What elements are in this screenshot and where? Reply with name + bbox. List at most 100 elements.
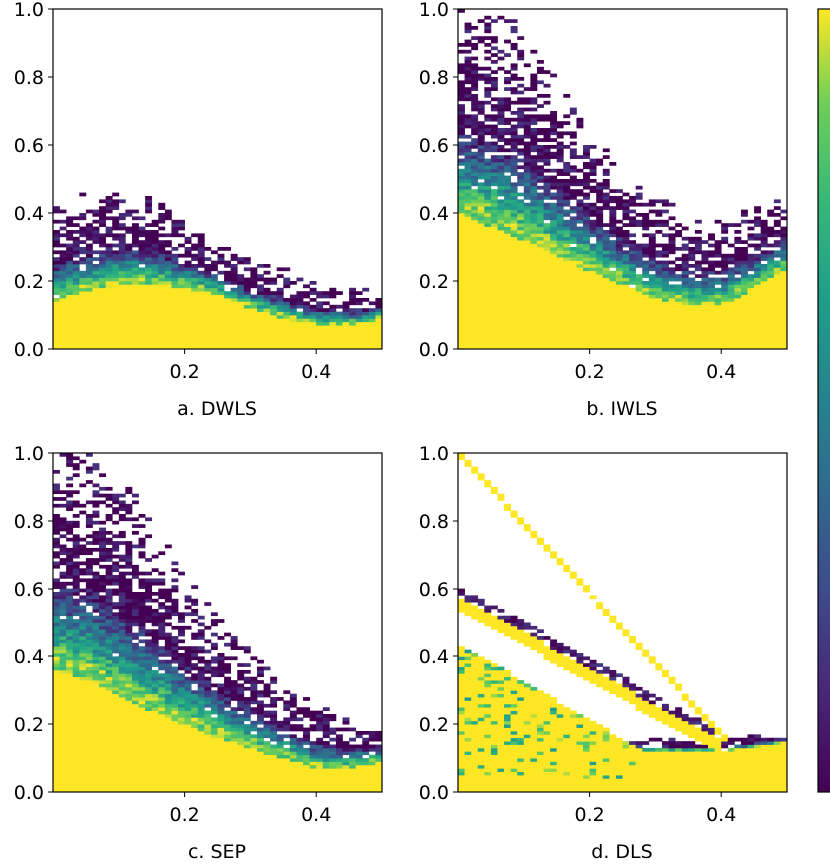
heatmap-cell: [112, 493, 120, 498]
heatmap-cell: [316, 318, 324, 323]
heatmap-cell: [471, 104, 479, 108]
heatmap-cell: [224, 304, 232, 309]
heatmap-cell: [780, 287, 788, 292]
heatmap-cell: [112, 622, 120, 627]
heatmap-cell: [780, 298, 788, 302]
heatmap-cell: [523, 247, 531, 251]
heatmap-cell: [72, 335, 80, 340]
heatmap-cell: [497, 175, 505, 180]
heatmap-cell: [615, 243, 623, 248]
heatmap-cell: [497, 223, 505, 227]
heatmap-cell: [92, 690, 100, 695]
heatmap-cell: [303, 301, 310, 306]
heatmap-cell: [642, 294, 650, 299]
heatmap-cell: [536, 223, 544, 227]
heatmap-cell: [250, 338, 258, 343]
heatmap-cell: [178, 338, 185, 343]
heatmap-cell: [53, 270, 60, 275]
heatmap-cell: [72, 581, 80, 586]
heatmap-cell: [517, 342, 525, 346]
heatmap-cell: [767, 328, 775, 333]
heatmap-cell: [661, 260, 669, 265]
heatmap-cell: [655, 321, 663, 326]
heatmap-cell: [85, 466, 93, 471]
heatmap-cell: [497, 338, 505, 343]
heatmap-cell: [79, 649, 87, 654]
heatmap-cell: [79, 287, 87, 292]
heatmap-cell: [773, 213, 781, 217]
heatmap-cell: [484, 274, 492, 278]
heatmap-cell: [79, 274, 87, 278]
heatmap-cell: [760, 270, 768, 275]
heatmap-cell: [210, 321, 218, 326]
heatmap-cell: [53, 524, 60, 528]
heatmap-cell: [145, 585, 153, 589]
heatmap-cell: [517, 301, 525, 306]
heatmap-cell: [59, 547, 67, 552]
heatmap-cell: [773, 345, 781, 350]
heatmap-cell: [602, 287, 610, 292]
heatmap-cell: [85, 720, 93, 725]
heatmap-cell: [701, 294, 709, 299]
heatmap-cell: [675, 321, 683, 326]
heatmap-cell: [615, 257, 623, 261]
heatmap-cell: [688, 257, 696, 261]
heatmap-cell: [125, 257, 133, 261]
heatmap-cell: [105, 497, 113, 501]
heatmap-cell: [349, 301, 357, 306]
heatmap-cell: [583, 247, 590, 251]
heatmap-cell: [504, 223, 511, 227]
heatmap-cell: [556, 148, 564, 153]
heatmap-cell: [694, 325, 702, 329]
heatmap-cell: [105, 707, 113, 711]
heatmap-cell: [138, 301, 146, 306]
heatmap-cell: [59, 775, 67, 779]
heatmap-cell: [99, 727, 106, 732]
heatmap-cell: [602, 328, 610, 333]
heatmap-cell: [563, 311, 571, 316]
heatmap-cell: [125, 666, 133, 671]
heatmap-cell: [59, 209, 67, 214]
heatmap-cell: [118, 325, 126, 329]
heatmap-cell: [556, 267, 564, 272]
heatmap-cell: [66, 629, 74, 634]
heatmap-cell: [622, 304, 630, 309]
heatmap-cell: [145, 764, 153, 769]
heatmap-cell: [484, 243, 492, 248]
heatmap-cell: [85, 747, 93, 752]
heatmap-cell: [85, 561, 93, 566]
heatmap-cell: [767, 250, 775, 255]
heatmap-cell: [349, 332, 357, 336]
heatmap-cell: [322, 335, 330, 340]
heatmap-cell: [708, 298, 715, 302]
heatmap-cell: [270, 328, 278, 333]
heatmap-cell: [556, 145, 564, 149]
heatmap-cell: [484, 189, 492, 193]
heatmap-cell: [471, 332, 479, 336]
heatmap-cell: [53, 284, 60, 289]
heatmap-cell: [701, 260, 709, 265]
heatmap-cell: [138, 328, 146, 333]
heatmap-cell: [740, 213, 748, 217]
heatmap-cell: [471, 192, 479, 197]
heatmap-cell: [125, 503, 133, 508]
heatmap-cell: [210, 304, 218, 309]
heatmap-cell: [99, 649, 106, 654]
heatmap-cell: [602, 315, 610, 319]
heatmap-cell: [642, 250, 650, 255]
heatmap-cell: [760, 338, 768, 343]
heatmap-cell: [92, 785, 100, 789]
heatmap-cell: [661, 301, 669, 306]
heatmap-cell: [543, 185, 551, 190]
heatmap-cell: [145, 311, 153, 316]
heatmap-cell: [596, 291, 604, 295]
heatmap-cell: [151, 257, 159, 261]
heatmap-cell: [289, 335, 297, 340]
heatmap-cell: [543, 213, 551, 217]
heatmap-cell: [112, 632, 120, 637]
heatmap-cell: [53, 321, 60, 326]
heatmap-cell: [138, 541, 146, 545]
heatmap-cell: [72, 700, 80, 705]
heatmap-cell: [118, 247, 126, 251]
heatmap-cell: [178, 335, 185, 340]
